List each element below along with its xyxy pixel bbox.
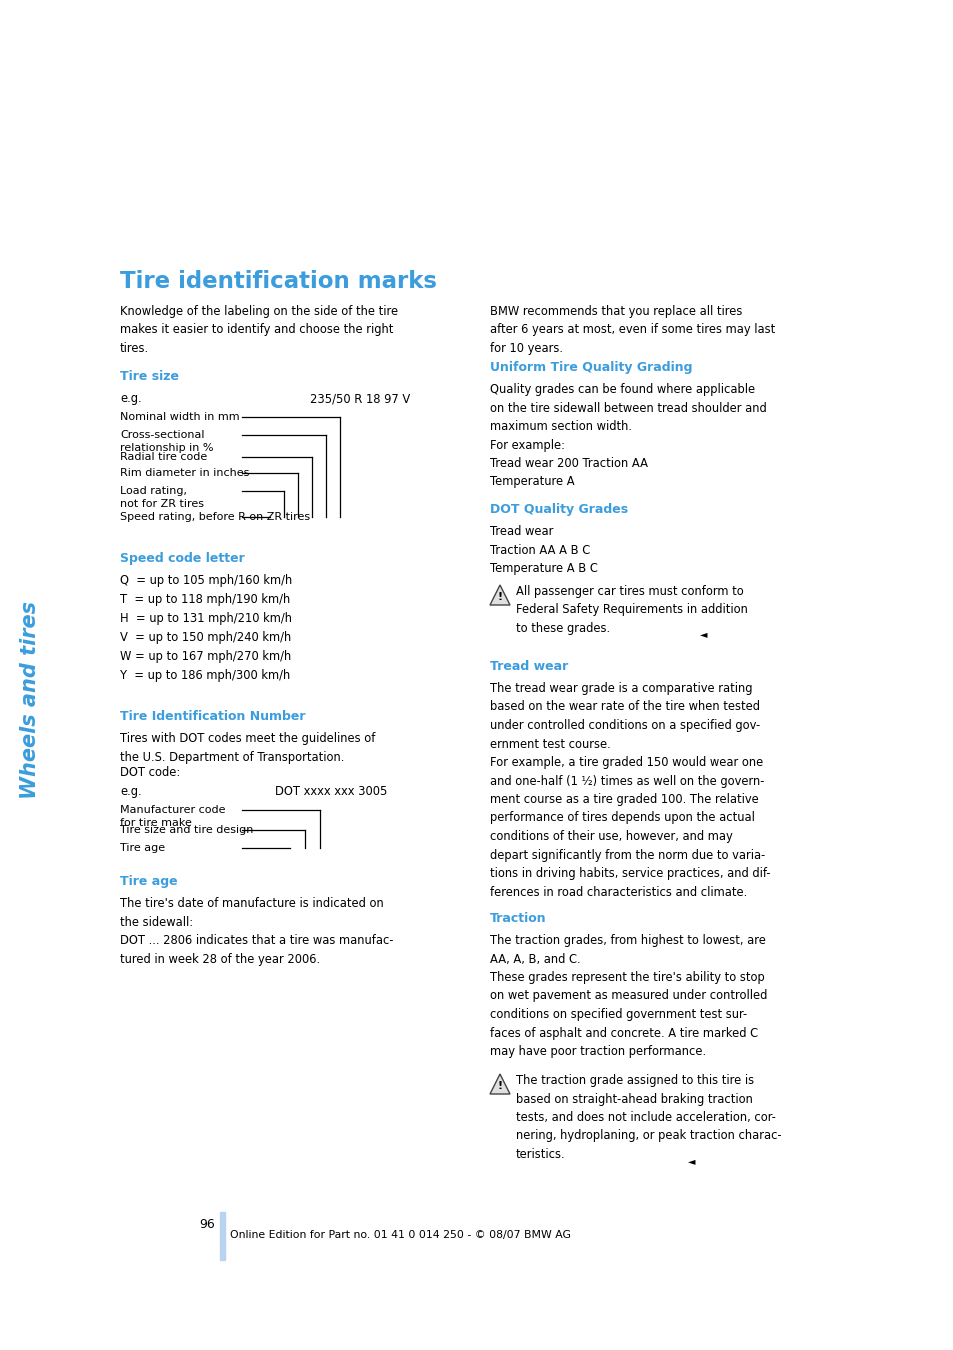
Text: V  = up to 150 mph/240 km/h: V = up to 150 mph/240 km/h [120,630,291,644]
Text: Radial tire code: Radial tire code [120,452,207,462]
Text: Rim diameter in inches: Rim diameter in inches [120,468,249,478]
Text: !: ! [497,1081,502,1091]
Text: Load rating,
not for ZR tires: Load rating, not for ZR tires [120,486,204,509]
Polygon shape [490,585,510,605]
Text: Tire Identification Number: Tire Identification Number [120,710,305,724]
Text: Online Edition for Part no. 01 41 0 014 250 - © 08/07 BMW AG: Online Edition for Part no. 01 41 0 014 … [230,1230,570,1241]
Text: Q  = up to 105 mph/160 km/h: Q = up to 105 mph/160 km/h [120,574,292,587]
Text: Quality grades can be found where applicable
on the tire sidewall between tread : Quality grades can be found where applic… [490,383,766,489]
Text: T  = up to 118 mph/190 km/h: T = up to 118 mph/190 km/h [120,593,290,606]
Text: The tread wear grade is a comparative rating
based on the wear rate of the tire : The tread wear grade is a comparative ra… [490,682,770,899]
Text: Tire age: Tire age [120,842,165,853]
Text: The traction grade assigned to this tire is
based on straight-ahead braking trac: The traction grade assigned to this tire… [516,1075,781,1161]
Text: Tire age: Tire age [120,875,177,888]
Text: Tread wear: Tread wear [490,660,568,674]
Text: Tire size: Tire size [120,370,179,383]
Text: !: ! [497,593,502,602]
Text: Knowledge of the labeling on the side of the tire
makes it easier to identify an: Knowledge of the labeling on the side of… [120,305,397,355]
Text: 235/50 R 18 97 V: 235/50 R 18 97 V [310,392,410,405]
Text: 96: 96 [199,1218,214,1231]
Text: DOT Quality Grades: DOT Quality Grades [490,504,627,516]
Text: Tire size and tire design: Tire size and tire design [120,825,253,836]
Text: W = up to 167 mph/270 km/h: W = up to 167 mph/270 km/h [120,649,291,663]
Text: DOT code:: DOT code: [120,765,180,779]
Text: e.g.: e.g. [120,392,141,405]
Text: Tires with DOT codes meet the guidelines of
the U.S. Department of Transportatio: Tires with DOT codes meet the guidelines… [120,732,375,764]
Text: DOT xxxx xxx 3005: DOT xxxx xxx 3005 [274,784,387,798]
Text: Tread wear
Traction AA A B C
Temperature A B C: Tread wear Traction AA A B C Temperature… [490,525,598,575]
Text: Tire identification marks: Tire identification marks [120,270,436,293]
Bar [220,1212,225,1260]
Text: Speed code letter: Speed code letter [120,552,245,566]
Text: ◄: ◄ [700,629,707,639]
Text: Uniform Tire Quality Grading: Uniform Tire Quality Grading [490,360,692,374]
Polygon shape [490,1075,510,1094]
Text: Cross-sectional
relationship in %: Cross-sectional relationship in % [120,431,213,452]
Text: ◄: ◄ [687,1156,695,1166]
Text: All passenger car tires must conform to
Federal Safety Requirements in addition
: All passenger car tires must conform to … [516,585,747,634]
Text: The traction grades, from highest to lowest, are
AA, A, B, and C.
These grades r: The traction grades, from highest to low… [490,934,766,1058]
Text: The tire's date of manufacture is indicated on
the sidewall:
DOT ... 2806 indica: The tire's date of manufacture is indica… [120,896,393,965]
Text: Traction: Traction [490,913,546,925]
Text: H  = up to 131 mph/210 km/h: H = up to 131 mph/210 km/h [120,612,292,625]
Text: Wheels and tires: Wheels and tires [20,601,40,799]
Text: BMW recommends that you replace all tires
after 6 years at most, even if some ti: BMW recommends that you replace all tire… [490,305,775,355]
Text: Nominal width in mm: Nominal width in mm [120,412,239,423]
Text: Speed rating, before R on ZR tires: Speed rating, before R on ZR tires [120,512,310,522]
Text: e.g.: e.g. [120,784,141,798]
Text: Manufacturer code
for tire make: Manufacturer code for tire make [120,805,225,828]
Text: Y  = up to 186 mph/300 km/h: Y = up to 186 mph/300 km/h [120,670,290,682]
